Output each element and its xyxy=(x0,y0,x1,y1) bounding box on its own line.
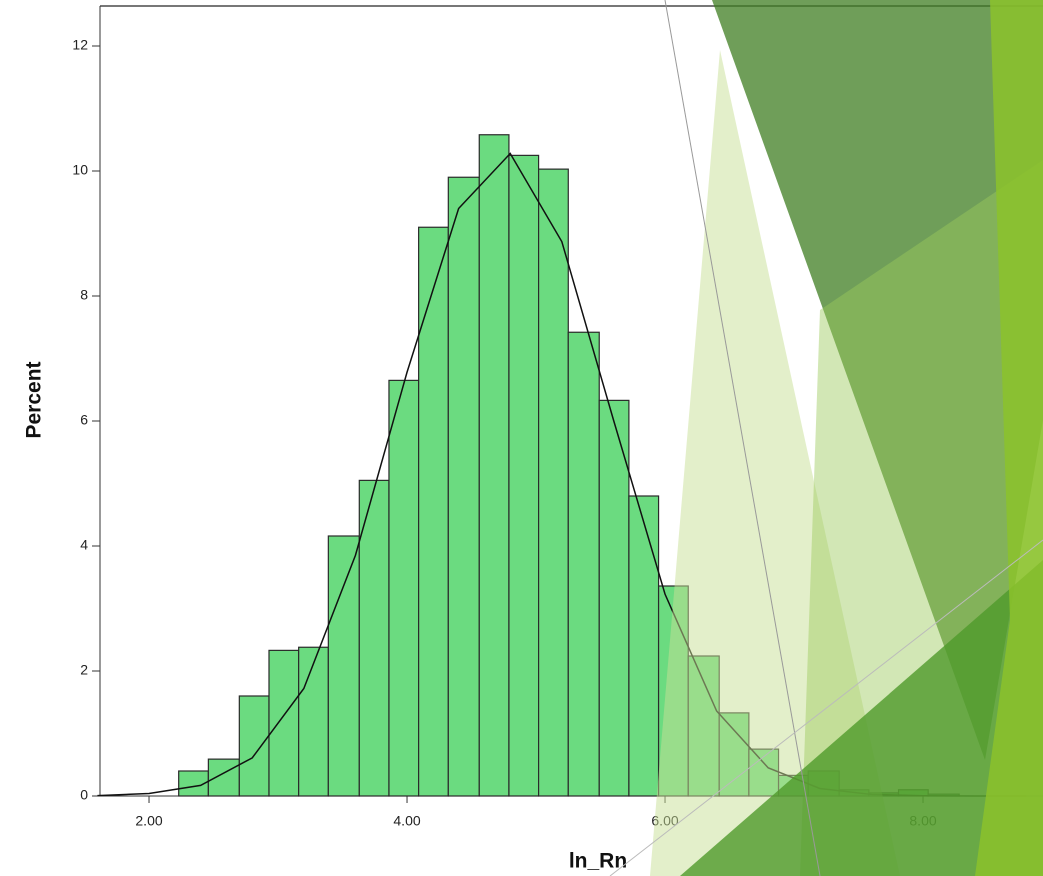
y-tick-label: 8 xyxy=(80,287,88,303)
bar xyxy=(599,400,629,796)
bar xyxy=(629,496,659,796)
bar xyxy=(568,332,599,796)
page: {"chart_data": {"type": "histogram", "x_… xyxy=(0,0,1043,876)
y-tick-label: 0 xyxy=(80,787,88,803)
bar xyxy=(299,647,329,796)
bar xyxy=(509,155,539,796)
x-tick-label: 4.00 xyxy=(393,813,420,829)
y-tick-label: 6 xyxy=(80,412,88,428)
bar xyxy=(539,169,569,796)
bar xyxy=(479,135,509,796)
y-tick-label: 4 xyxy=(80,537,88,553)
bar xyxy=(328,536,359,796)
bar xyxy=(389,380,419,796)
y-tick-label: 12 xyxy=(72,37,88,53)
chart: 0246810122.004.006.008.00 Percent ln_Rn xyxy=(0,0,1043,876)
x-tick-label: 2.00 xyxy=(135,813,162,829)
bar xyxy=(419,227,449,796)
y-tick-label: 2 xyxy=(80,662,88,678)
y-tick-label: 10 xyxy=(72,162,88,178)
bar xyxy=(448,177,479,796)
bar xyxy=(269,650,299,796)
bar xyxy=(239,696,269,796)
y-axis-title: Percent xyxy=(23,361,46,438)
bar xyxy=(208,759,239,796)
